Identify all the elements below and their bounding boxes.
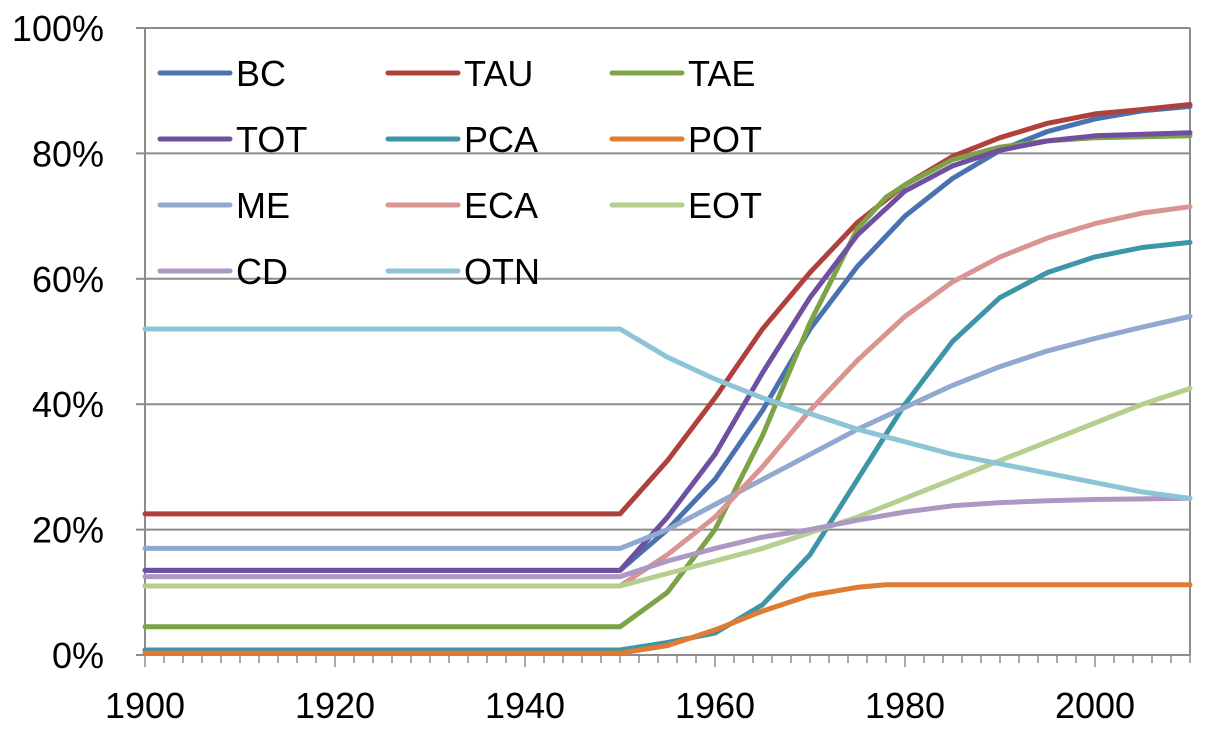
series-line-bc (142, 103, 1193, 573)
series-line-pot (142, 582, 1193, 656)
y-tick-label: 60% (32, 259, 104, 300)
series-line-otn (142, 326, 1193, 501)
x-tick-label: 1940 (485, 685, 565, 726)
series-lines (142, 102, 1193, 656)
axes: 0% 20% 40% 60% 80% 100% 1900 1920 1940 1960 1980 20… (12, 8, 1191, 726)
legend-label-otn: OTN (464, 251, 540, 292)
y-tick-label: 80% (32, 133, 104, 174)
x-tick-label: 1920 (295, 685, 375, 726)
x-tick-label: 1980 (865, 685, 945, 726)
legend-label-me: ME (236, 185, 290, 226)
series-line-cd (142, 495, 1193, 580)
series-line-me (142, 313, 1193, 551)
x-tick-label: 1900 (105, 685, 185, 726)
y-tick-label: 0% (52, 635, 104, 676)
x-tick-label: 1960 (675, 685, 755, 726)
y-tick-label: 40% (32, 384, 104, 425)
legend-label-eot: EOT (688, 185, 762, 226)
legend: BC TAU TAE TOT PCA POT ME ECA EOT CD OTN (157, 53, 762, 292)
legend-label-pca: PCA (464, 119, 538, 160)
series-line-tot (142, 130, 1193, 573)
legend-label-tot: TOT (236, 119, 307, 160)
legend-label-tau: TAU (464, 53, 533, 94)
legend-label-eca: ECA (464, 185, 538, 226)
y-tick-label: 20% (32, 510, 104, 551)
legend-label-cd: CD (236, 251, 288, 292)
legend-label-bc: BC (236, 53, 286, 94)
legend-label-pot: POT (688, 119, 762, 160)
x-tick-label: 2000 (1055, 685, 1135, 726)
series-line-tau (142, 102, 1193, 517)
series-line-eot (142, 386, 1193, 589)
series-line-eca (142, 204, 1193, 589)
legend-label-tae: TAE (688, 53, 755, 94)
y-tick-label: 100% (12, 8, 104, 49)
